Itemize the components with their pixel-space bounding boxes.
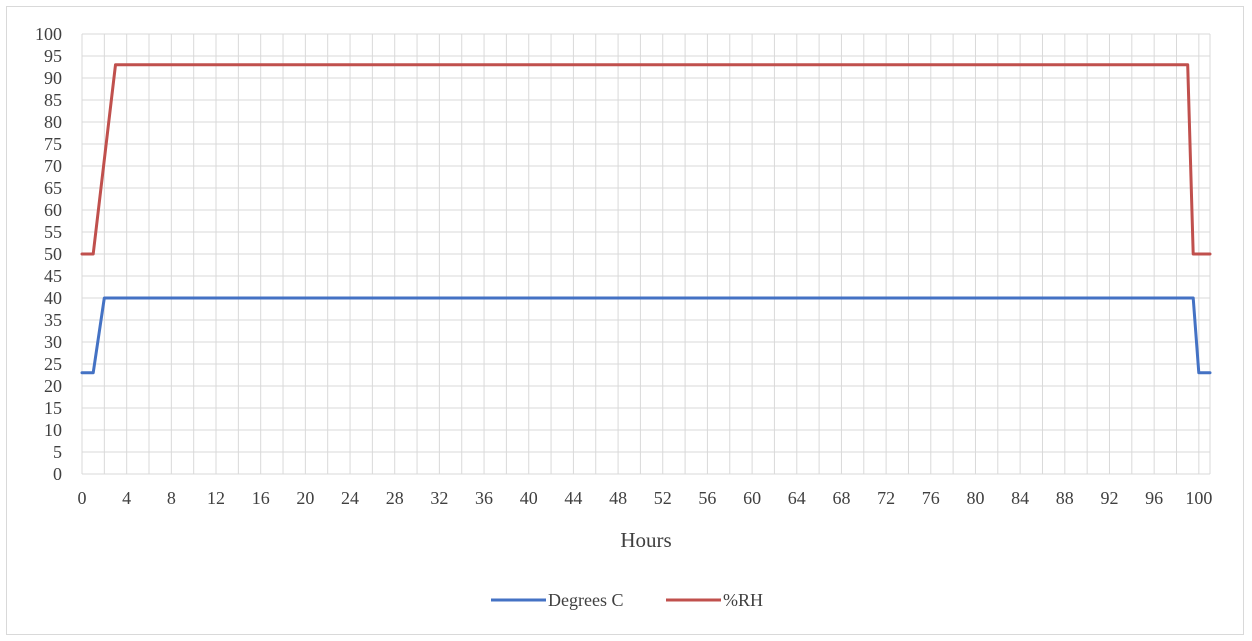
y-tick-label: 10	[44, 420, 62, 440]
x-tick-label: 100	[1185, 488, 1212, 508]
y-tick-label: 80	[44, 112, 62, 132]
x-tick-label: 52	[654, 488, 672, 508]
y-tick-label: 70	[44, 156, 62, 176]
x-tick-label: 4	[122, 488, 131, 508]
x-tick-label: 28	[386, 488, 404, 508]
y-tick-label: 20	[44, 376, 62, 396]
gridlines	[81, 33, 1211, 475]
x-axis-tick-labels: 0 4 8 12 16 20 24 28 32 36 40 44 48 52 56 60 64 68 72 76 80 8…	[78, 488, 1213, 508]
y-tick-label: 35	[44, 310, 62, 330]
legend: Degrees C %RH	[491, 590, 763, 610]
x-tick-label: 32	[430, 488, 448, 508]
y-tick-label: 55	[44, 222, 62, 242]
y-tick-label: 90	[44, 68, 62, 88]
x-tick-label: 92	[1100, 488, 1118, 508]
y-tick-label: 75	[44, 134, 62, 154]
x-tick-label: 48	[609, 488, 627, 508]
x-tick-label: 8	[167, 488, 176, 508]
line-chart: 0510152025303540455055606570758085909510…	[35, 24, 1213, 610]
x-tick-label: 72	[877, 488, 895, 508]
series-lines	[80, 63, 1212, 375]
y-tick-label: 5	[53, 442, 62, 462]
x-tick-label: 68	[832, 488, 850, 508]
y-tick-label: 30	[44, 332, 62, 352]
y-tick-label: 25	[44, 354, 62, 374]
x-tick-label: 56	[698, 488, 716, 508]
x-tick-label: 16	[252, 488, 270, 508]
y-tick-label: 45	[44, 266, 62, 286]
series-line-rh	[80, 63, 1212, 256]
y-tick-label: 85	[44, 90, 62, 110]
x-tick-label: 0	[78, 488, 87, 508]
x-tick-label: 96	[1145, 488, 1163, 508]
x-tick-label: 20	[296, 488, 314, 508]
legend-label: Degrees C	[548, 590, 623, 610]
x-tick-label: 80	[966, 488, 984, 508]
x-tick-label: 76	[922, 488, 940, 508]
x-tick-label: 24	[341, 488, 359, 508]
y-tick-label: 100	[35, 24, 62, 44]
y-tick-label: 50	[44, 244, 62, 264]
y-tick-label: 95	[44, 46, 62, 66]
x-tick-label: 40	[520, 488, 538, 508]
y-tick-label: 15	[44, 398, 62, 418]
x-tick-label: 64	[788, 488, 806, 508]
y-axis-tick-labels: 0510152025303540455055606570758085909510…	[35, 24, 62, 484]
x-tick-label: 88	[1056, 488, 1074, 508]
x-tick-label: 60	[743, 488, 761, 508]
series-line-degrees-c	[80, 296, 1212, 375]
legend-label: %RH	[723, 590, 763, 610]
chart-area: 0 5 10 15 20 25 30 35 40 45 50 55 60 65 70 75 80 85 90 95 10…	[6, 6, 1244, 635]
x-tick-label: 84	[1011, 488, 1029, 508]
y-tick-label: 0	[53, 464, 62, 484]
y-tick-label: 60	[44, 200, 62, 220]
x-tick-label: 36	[475, 488, 493, 508]
x-axis-title: Hours	[620, 528, 671, 552]
y-tick-label: 40	[44, 288, 62, 308]
x-tick-label: 44	[564, 488, 582, 508]
y-tick-label: 65	[44, 178, 62, 198]
x-tick-label: 12	[207, 488, 225, 508]
